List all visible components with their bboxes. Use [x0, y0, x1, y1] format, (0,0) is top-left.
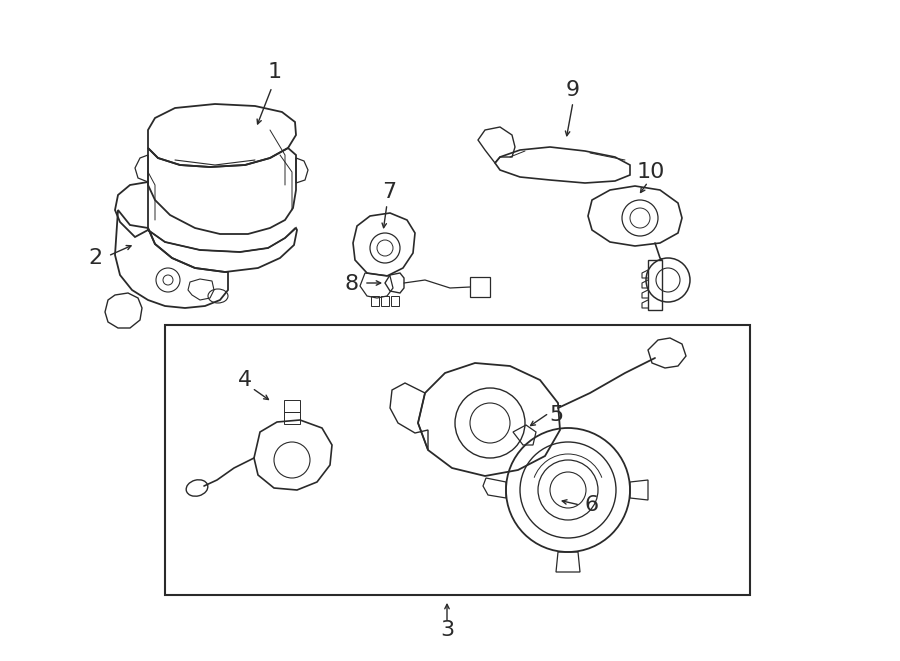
Text: 6: 6 — [585, 495, 599, 515]
Text: 1: 1 — [268, 62, 282, 82]
Text: 10: 10 — [637, 162, 665, 182]
Bar — [165, 325, 750, 595]
Text: 7: 7 — [382, 182, 396, 202]
Text: 8: 8 — [345, 274, 359, 294]
Text: 3: 3 — [440, 620, 454, 640]
Text: 5: 5 — [549, 405, 563, 425]
Text: 9: 9 — [566, 80, 580, 100]
Text: 2: 2 — [88, 248, 102, 268]
Text: 4: 4 — [238, 370, 252, 390]
